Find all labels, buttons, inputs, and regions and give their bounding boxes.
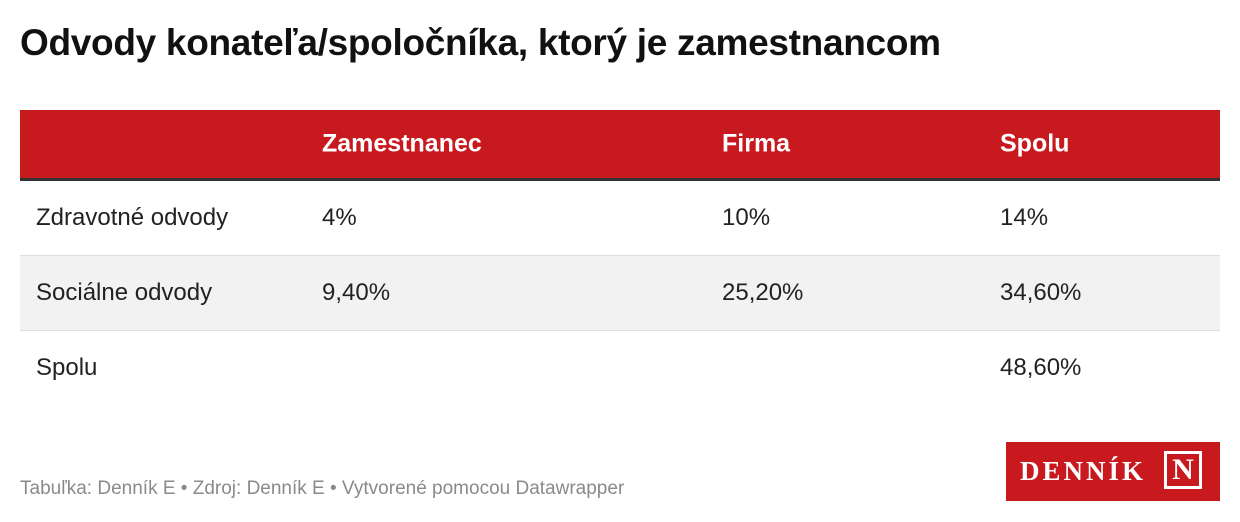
- footer-note: Tabuľka: Denník E • Zdroj: Denník E • Vy…: [20, 478, 625, 499]
- logo-word: DENNÍK: [1020, 456, 1147, 486]
- column-header: Spolu: [1000, 129, 1070, 158]
- row-label: Spolu: [36, 354, 98, 381]
- table-row: Spolu 48,60%: [20, 331, 1220, 405]
- row-label: Zdravotné odvody: [36, 204, 229, 231]
- table: Zamestnanec Firma Spolu Zdravotné odvody 4% 1…: [20, 110, 1220, 405]
- column-header: Firma: [722, 129, 791, 158]
- title: Odvody konateľa/spoločníka, ktorý je zam…: [20, 22, 941, 63]
- table-cell: 10%: [722, 204, 771, 231]
- table-cell: 14%: [1000, 204, 1049, 231]
- table-cell: 4%: [322, 204, 357, 231]
- table-cell: 9,40%: [322, 279, 391, 306]
- table-row: Zdravotné odvody 4% 10% 14%: [20, 181, 1220, 256]
- table-cell: 34,60%: [1000, 279, 1082, 306]
- table-row: Sociálne odvody 9,40% 25,20% 34,60%: [20, 256, 1220, 331]
- header-row: Zamestnanec Firma Spolu: [20, 110, 1220, 181]
- column-header: Zamestnanec: [322, 129, 482, 158]
- logo: DENNÍK N: [1006, 442, 1220, 501]
- table-cell: 48,60%: [1000, 354, 1082, 381]
- table-cell: 25,20%: [722, 279, 804, 306]
- row-label: Sociálne odvody: [36, 279, 213, 306]
- logo-mark: N: [1164, 451, 1202, 489]
